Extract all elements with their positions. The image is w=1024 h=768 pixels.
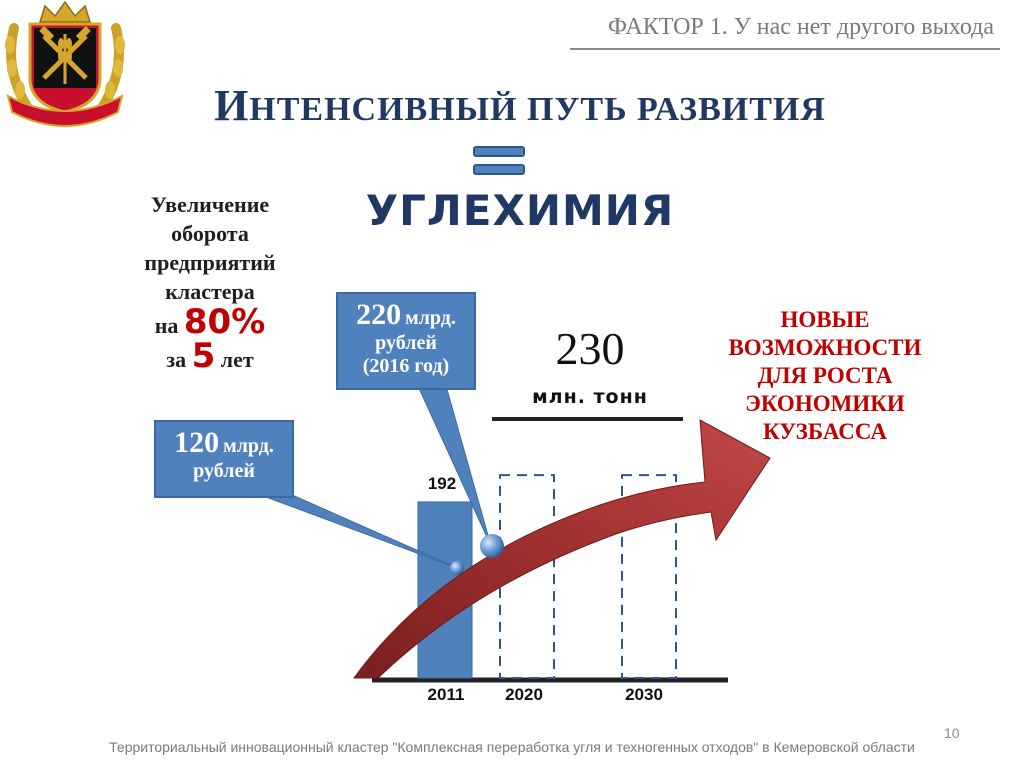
callout-2011: 120 млрд. рублей [154, 420, 294, 498]
equals-icon [473, 146, 525, 175]
growth-line: Увеличение [150, 192, 270, 217]
point-2011-marker [450, 561, 464, 575]
growth-line: предприятий [144, 250, 276, 275]
growth-line: кластера [165, 279, 255, 304]
point-2016-marker [480, 534, 504, 558]
target-unit: млн. тонн [532, 386, 648, 408]
page-number: 10 [944, 725, 960, 741]
new-opportunities-text: НОВЫЕ ВОЗМОЖНОСТИ ДЛЯ РОСТА ЭКОНОМИКИ КУ… [728, 307, 922, 444]
growth-text: Увеличение оборота предприятий кластера … [110, 190, 310, 374]
growth-line: оборота [171, 221, 249, 246]
growth-percent: 80% [183, 302, 266, 342]
callout-2016: 220 млрд. рублей (2016 год) [336, 292, 476, 390]
page-title: ИНТЕНСИВНЫЙ ПУТЬ РАЗВИТИЯ [214, 81, 826, 130]
target-value: 230 [555, 323, 625, 374]
x-tick-2011: 2011 [427, 685, 465, 704]
x-tick-2020: 2020 [505, 685, 543, 704]
x-tick-2030: 2030 [625, 685, 663, 704]
growth-years: 5 [191, 336, 216, 376]
growth-arrow [353, 419, 771, 679]
header-rule [570, 8, 1000, 50]
subtitle-coal-chemistry: УГЛЕХИМИЯ [365, 186, 675, 235]
growth-years-row: за 5 лет [166, 336, 254, 376]
coat-of-arms-icon [5, 0, 125, 127]
bar-2011-value-label: 192 [427, 474, 457, 493]
bar-2030-outline [621, 474, 677, 679]
footer-text: Территориальный инновационный кластер "К… [109, 739, 915, 755]
header-title: ФАКТОР 1. У нас нет другого выхода [607, 14, 994, 40]
growth-percent-row: на 80% [154, 302, 266, 342]
